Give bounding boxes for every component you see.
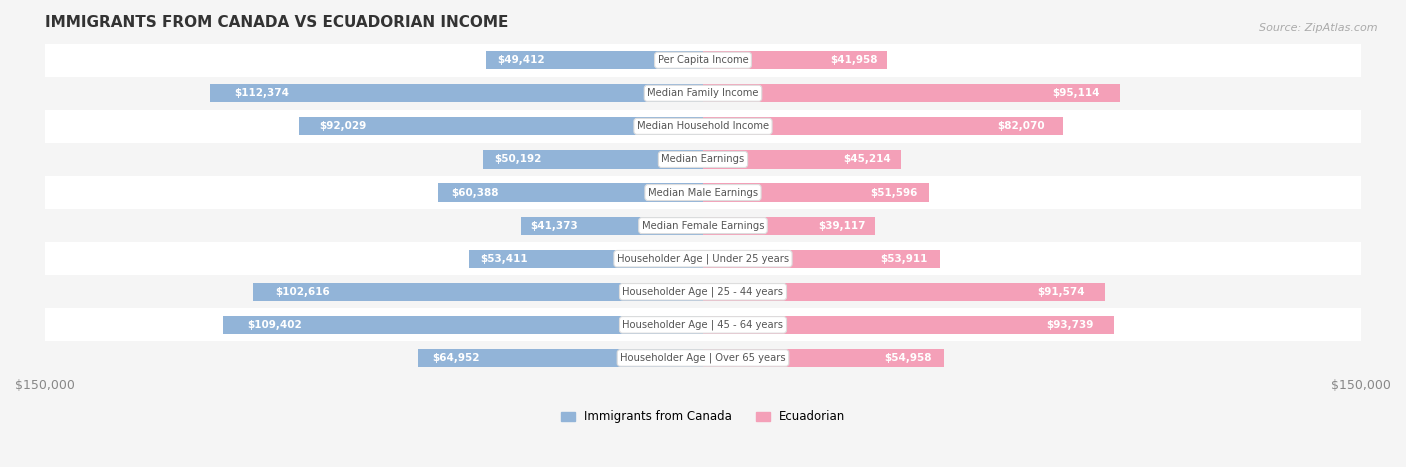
Bar — [418, 349, 703, 367]
Bar — [253, 283, 703, 301]
Text: $109,402: $109,402 — [247, 320, 302, 330]
Bar — [209, 84, 703, 102]
Bar — [703, 184, 929, 202]
Text: Householder Age | 45 - 64 years: Householder Age | 45 - 64 years — [623, 319, 783, 330]
Text: $102,616: $102,616 — [276, 287, 330, 297]
Text: $54,958: $54,958 — [884, 353, 932, 363]
Text: $41,373: $41,373 — [530, 220, 578, 231]
Bar — [703, 150, 901, 169]
Bar — [703, 283, 1105, 301]
Text: Median Earnings: Median Earnings — [661, 155, 745, 164]
Bar — [45, 209, 1361, 242]
Bar — [703, 249, 939, 268]
Text: $60,388: $60,388 — [451, 188, 499, 198]
Bar — [703, 217, 875, 235]
Text: $91,574: $91,574 — [1038, 287, 1084, 297]
Bar — [45, 143, 1361, 176]
Text: Householder Age | 25 - 44 years: Householder Age | 25 - 44 years — [623, 287, 783, 297]
Bar — [45, 110, 1361, 143]
Text: $51,596: $51,596 — [870, 188, 918, 198]
Text: $53,411: $53,411 — [481, 254, 529, 264]
Bar — [439, 184, 703, 202]
Bar — [224, 316, 703, 334]
Text: $50,192: $50,192 — [494, 155, 541, 164]
Bar — [45, 77, 1361, 110]
Text: Median Household Income: Median Household Income — [637, 121, 769, 131]
Text: $39,117: $39,117 — [818, 220, 866, 231]
Text: Per Capita Income: Per Capita Income — [658, 55, 748, 65]
Text: Source: ZipAtlas.com: Source: ZipAtlas.com — [1260, 23, 1378, 33]
Bar — [482, 150, 703, 169]
Bar — [703, 117, 1063, 135]
Text: $92,029: $92,029 — [319, 121, 367, 131]
Bar — [45, 308, 1361, 341]
Bar — [299, 117, 703, 135]
Text: $45,214: $45,214 — [844, 155, 891, 164]
Text: $93,739: $93,739 — [1046, 320, 1094, 330]
Text: Householder Age | Under 25 years: Householder Age | Under 25 years — [617, 254, 789, 264]
Text: Median Male Earnings: Median Male Earnings — [648, 188, 758, 198]
Bar — [522, 217, 703, 235]
Bar — [468, 249, 703, 268]
Bar — [703, 51, 887, 69]
Bar — [486, 51, 703, 69]
Text: Median Family Income: Median Family Income — [647, 88, 759, 98]
Text: $41,958: $41,958 — [831, 55, 877, 65]
Text: IMMIGRANTS FROM CANADA VS ECUADORIAN INCOME: IMMIGRANTS FROM CANADA VS ECUADORIAN INC… — [45, 15, 509, 30]
Bar — [703, 316, 1114, 334]
Text: $49,412: $49,412 — [498, 55, 544, 65]
Bar — [703, 84, 1121, 102]
Text: $64,952: $64,952 — [432, 353, 479, 363]
Text: Median Female Earnings: Median Female Earnings — [641, 220, 765, 231]
Bar — [45, 341, 1361, 375]
Text: $82,070: $82,070 — [997, 121, 1045, 131]
Text: Householder Age | Over 65 years: Householder Age | Over 65 years — [620, 353, 786, 363]
Bar — [45, 275, 1361, 308]
Bar — [45, 176, 1361, 209]
Bar — [703, 349, 943, 367]
Legend: Immigrants from Canada, Ecuadorian: Immigrants from Canada, Ecuadorian — [555, 406, 851, 428]
Text: $112,374: $112,374 — [235, 88, 290, 98]
Bar — [45, 44, 1361, 77]
Text: $53,911: $53,911 — [880, 254, 928, 264]
Text: $95,114: $95,114 — [1052, 88, 1099, 98]
Bar — [45, 242, 1361, 275]
